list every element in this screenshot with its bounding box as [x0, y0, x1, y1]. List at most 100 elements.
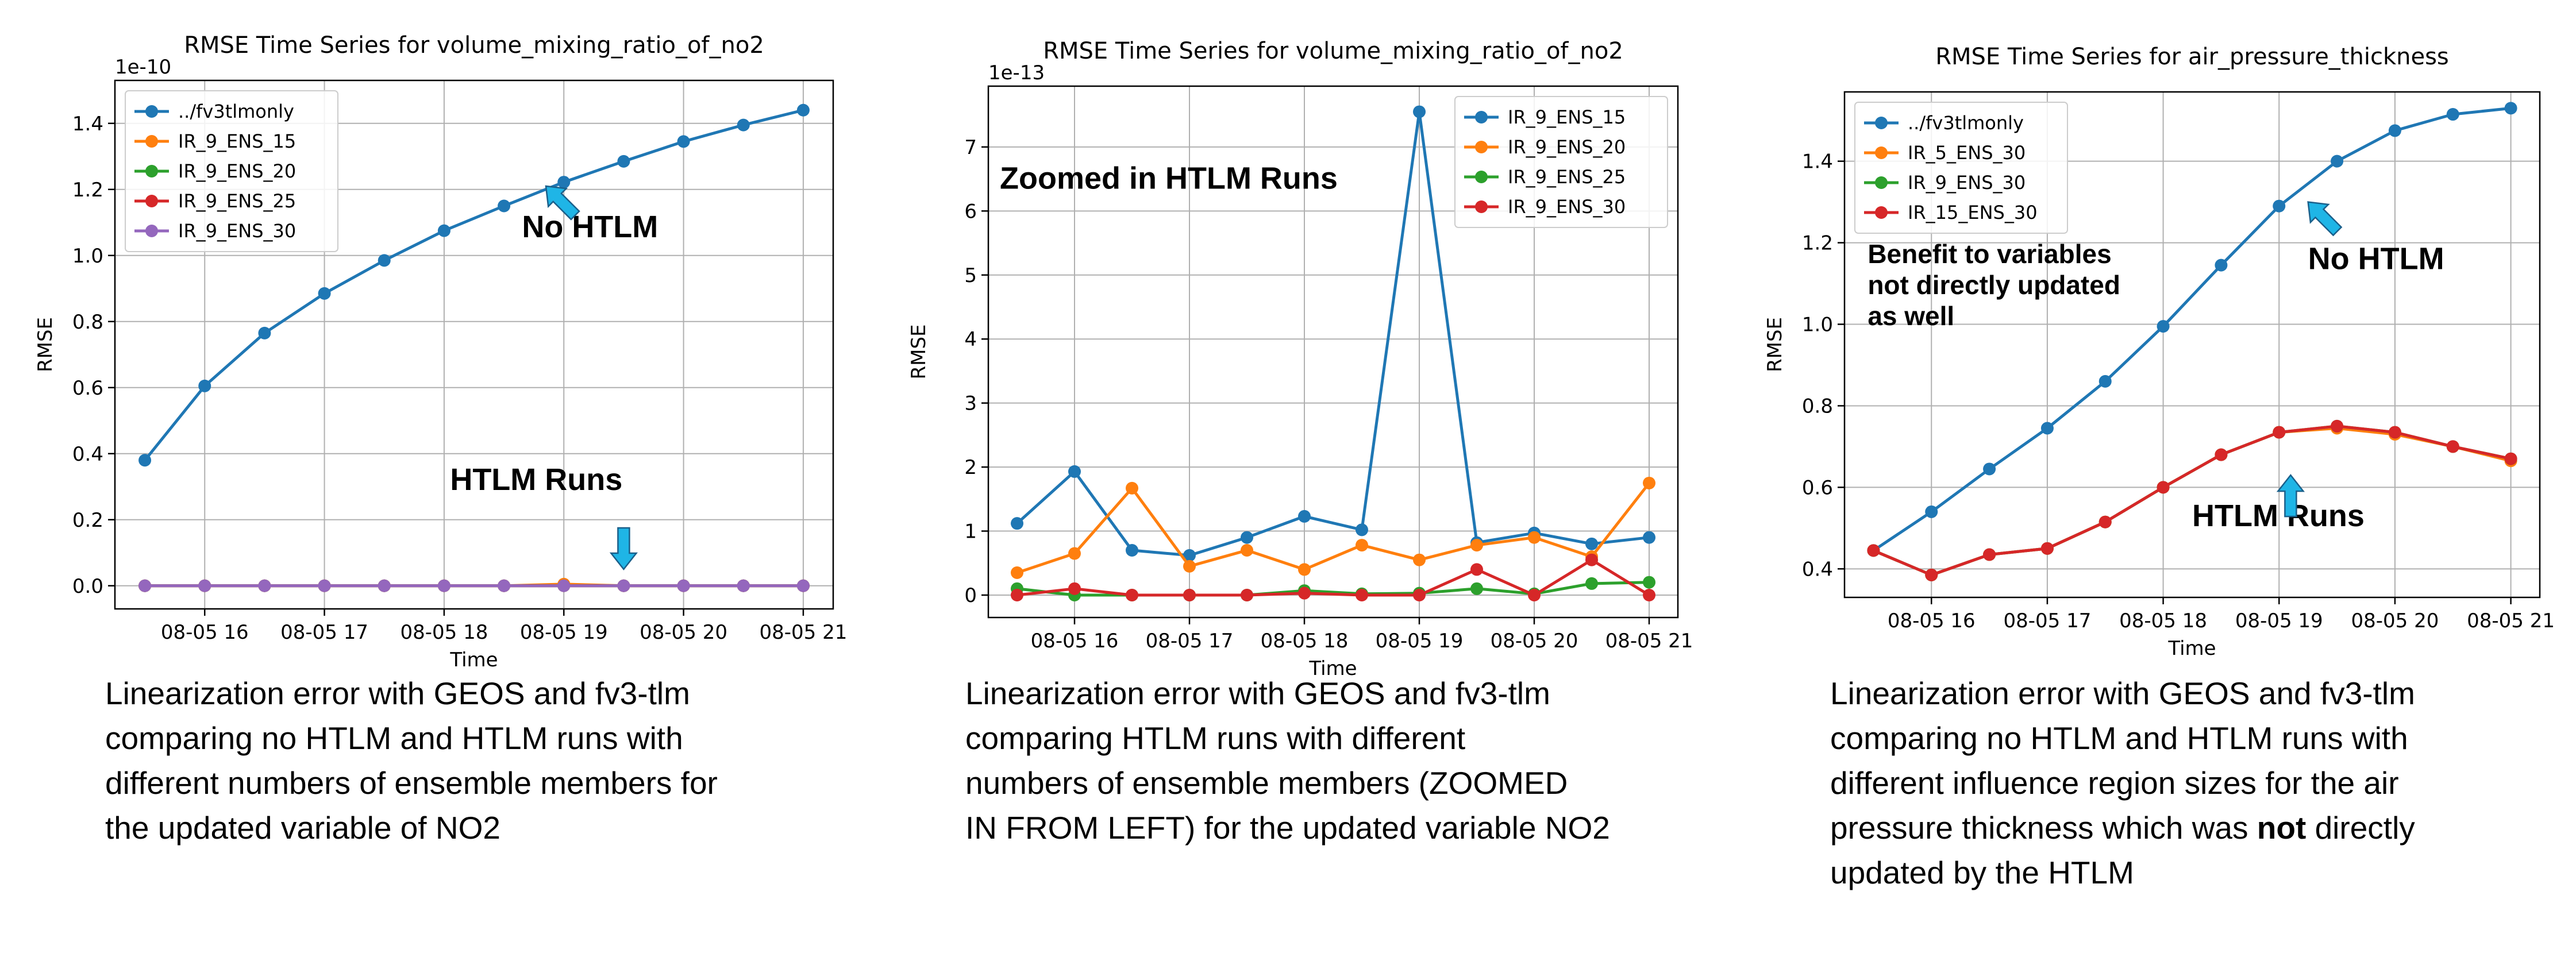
annotation-arrow: [2276, 474, 2305, 518]
data-point: [617, 579, 630, 592]
caption-left: Linearization error with GEOS and fv3-tl…: [105, 671, 852, 850]
data-point: [1867, 544, 1880, 557]
data-point: [1011, 588, 1023, 601]
legend-box: [1854, 102, 2068, 234]
annotation-label: HTLM Runs: [450, 462, 622, 497]
y-axis-label: RMSE: [34, 317, 57, 372]
annotation-line: HTLM Runs: [450, 462, 622, 497]
x-axis-label: Time: [2167, 637, 2216, 660]
annotation-line: as well: [1867, 301, 1954, 331]
data-point: [1183, 588, 1196, 601]
series-line: [1016, 110, 1650, 557]
chart-title: RMSE Time Series for volume_mixing_ratio…: [1043, 38, 1623, 64]
legend-label: IR_9_ENS_30: [178, 220, 296, 242]
data-point: [1413, 588, 1426, 601]
data-point: [1241, 543, 1253, 557]
data-point: [1643, 588, 1655, 601]
annotation-label: No HTLM: [522, 210, 658, 244]
legend-marker: [145, 165, 158, 177]
legend-marker: [1875, 146, 1888, 159]
legend-box: [1454, 96, 1668, 228]
y-tick-label: 1.0: [1802, 314, 1833, 337]
data-point: [677, 579, 690, 592]
legend-marker: [1475, 200, 1488, 213]
plot-frame: [987, 85, 1679, 619]
annotation-line: No HTLM: [2308, 242, 2444, 276]
y-tick-label: 1.2: [72, 179, 103, 202]
data-point: [1356, 523, 1368, 537]
annotation-arrow: [2307, 201, 2343, 237]
data-point: [2157, 481, 2170, 494]
legend-marker: [1475, 111, 1488, 123]
caption-right: Linearization error with GEOS and fv3-tl…: [1830, 671, 2571, 895]
series-line: [1873, 106, 2511, 552]
caption-line: Linearization error with GEOS and fv3-tl…: [965, 676, 1550, 711]
data-point: [796, 579, 810, 592]
legend-label: ../fv3tlmonly: [1908, 112, 2024, 134]
legend-label: IR_9_ENS_30: [1508, 196, 1626, 218]
x-tick-label: 08-05 19: [1376, 630, 1464, 653]
data-point: [796, 103, 810, 117]
data-point: [1126, 543, 1138, 557]
legend-label: IR_5_ENS_30: [1908, 142, 2026, 164]
series-line: [144, 109, 804, 461]
data-point: [1585, 553, 1598, 566]
annotation-line: not directly updated: [1867, 270, 2120, 300]
x-axis-label: Time: [449, 649, 498, 671]
data-point: [617, 155, 630, 168]
legend-label: IR_9_ENS_20: [178, 160, 296, 182]
series-line: [1016, 482, 1650, 574]
data-point: [2504, 452, 2517, 465]
data-point: [2331, 419, 2344, 433]
series-line: [1873, 424, 2512, 577]
data-point: [138, 454, 152, 467]
caption-line: numbers of ensemble members (ZOOMED: [965, 765, 1568, 801]
y-tick-label: 4: [964, 328, 977, 351]
legend-marker: [1475, 171, 1488, 183]
data-point: [1011, 566, 1023, 579]
data-point: [2098, 375, 2112, 388]
data-point: [258, 326, 271, 339]
y-tick-label: 7: [964, 136, 977, 159]
annotation-label: Zoomed in HTLM Runs: [1000, 161, 1338, 195]
y-axis-label: RMSE: [1763, 317, 1786, 372]
data-point: [2388, 426, 2401, 439]
data-point: [1470, 582, 1483, 595]
legend-marker: [1875, 176, 1888, 189]
data-point: [1068, 465, 1081, 478]
data-point: [1183, 549, 1196, 562]
data-point: [1413, 105, 1426, 118]
x-tick-label: 08-05 18: [1261, 630, 1349, 653]
data-point: [737, 118, 750, 132]
data-point: [1356, 588, 1368, 601]
caption-bold-word: not: [2257, 810, 2307, 846]
data-point: [2273, 199, 2286, 213]
data-point: [378, 254, 391, 267]
caption-line: pressure thickness which was not directl…: [1830, 810, 2415, 846]
data-point: [2157, 320, 2170, 333]
legend-marker: [145, 195, 158, 207]
caption-line: comparing no HTLM and HTLM runs with: [1830, 720, 2408, 756]
x-tick-label: 08-05 18: [2119, 609, 2207, 632]
x-tick-label: 08-05 20: [640, 621, 727, 644]
x-tick-label: 08-05 21: [2467, 609, 2555, 632]
annotation-arrow: [609, 527, 638, 571]
data-point: [1643, 531, 1655, 544]
caption-line: IN FROM LEFT) for the updated variable N…: [965, 810, 1610, 846]
x-tick-label: 08-05 16: [1888, 609, 1976, 632]
data-point: [2446, 108, 2459, 121]
data-point: [378, 579, 391, 592]
x-tick-label: 08-05 16: [161, 621, 249, 644]
data-point: [1298, 586, 1311, 600]
data-point: [318, 579, 331, 592]
x-tick-label: 08-05 20: [1491, 630, 1578, 653]
legend-label: IR_9_ENS_30: [1908, 172, 2026, 194]
plot-frame: [1843, 91, 2541, 599]
data-point: [138, 579, 152, 592]
caption-line: different numbers of ensemble members fo…: [105, 765, 718, 801]
legend-label: IR_9_ENS_25: [178, 190, 296, 212]
annotation-line: No HTLM: [522, 210, 658, 244]
caption-line: different influence region sizes for the…: [1830, 765, 2399, 801]
data-point: [2040, 422, 2054, 435]
data-point: [1241, 531, 1253, 544]
